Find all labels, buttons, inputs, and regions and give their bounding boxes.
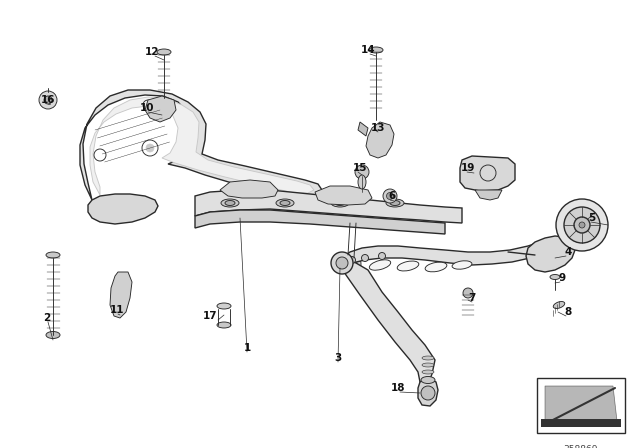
Circle shape	[362, 254, 369, 262]
Ellipse shape	[157, 49, 171, 55]
Circle shape	[556, 199, 608, 251]
Polygon shape	[110, 272, 132, 318]
Circle shape	[574, 217, 590, 233]
Ellipse shape	[452, 261, 472, 269]
Text: 18: 18	[391, 383, 405, 393]
Text: 9: 9	[559, 273, 566, 283]
Circle shape	[347, 259, 357, 269]
Ellipse shape	[217, 303, 231, 309]
Ellipse shape	[46, 252, 60, 258]
Text: 8: 8	[564, 307, 572, 317]
Text: 2: 2	[44, 313, 51, 323]
Text: 14: 14	[361, 45, 375, 55]
Ellipse shape	[369, 260, 390, 270]
Ellipse shape	[421, 376, 435, 383]
Polygon shape	[80, 90, 322, 200]
Bar	[537, 378, 625, 433]
Polygon shape	[418, 378, 438, 406]
Text: 358869: 358869	[564, 445, 598, 448]
Text: 1: 1	[243, 343, 251, 353]
Text: 7: 7	[468, 293, 476, 303]
Circle shape	[463, 288, 473, 298]
Ellipse shape	[276, 199, 294, 207]
Text: 15: 15	[353, 163, 367, 173]
Polygon shape	[220, 180, 278, 198]
Ellipse shape	[422, 384, 434, 388]
Circle shape	[331, 252, 353, 274]
Text: 19: 19	[461, 163, 475, 173]
Ellipse shape	[225, 201, 235, 206]
Text: 3: 3	[334, 353, 342, 363]
Polygon shape	[195, 190, 462, 223]
Text: 11: 11	[109, 305, 124, 315]
Polygon shape	[342, 242, 540, 268]
Ellipse shape	[397, 261, 419, 271]
Polygon shape	[526, 236, 575, 272]
Polygon shape	[475, 190, 502, 200]
Text: 4: 4	[564, 247, 572, 257]
Polygon shape	[358, 122, 368, 136]
Bar	[541, 419, 621, 427]
Circle shape	[355, 165, 369, 179]
Ellipse shape	[369, 47, 383, 53]
Circle shape	[564, 207, 600, 243]
Text: 16: 16	[41, 95, 55, 105]
Text: 13: 13	[371, 123, 385, 133]
Circle shape	[579, 222, 585, 228]
Ellipse shape	[358, 175, 366, 189]
Ellipse shape	[422, 363, 434, 367]
Ellipse shape	[422, 391, 434, 395]
Ellipse shape	[422, 370, 434, 374]
Polygon shape	[460, 156, 515, 191]
Text: 17: 17	[203, 311, 218, 321]
Ellipse shape	[335, 201, 345, 206]
Circle shape	[421, 386, 435, 400]
Ellipse shape	[422, 356, 434, 360]
Circle shape	[146, 144, 154, 152]
Ellipse shape	[422, 377, 434, 381]
Polygon shape	[315, 186, 372, 205]
Ellipse shape	[550, 275, 560, 280]
Circle shape	[383, 189, 397, 203]
Ellipse shape	[280, 201, 290, 206]
Text: 6: 6	[388, 191, 396, 201]
Ellipse shape	[386, 199, 404, 207]
Ellipse shape	[217, 322, 231, 328]
Ellipse shape	[390, 201, 400, 206]
Polygon shape	[545, 386, 617, 421]
Ellipse shape	[331, 199, 349, 207]
Ellipse shape	[221, 199, 239, 207]
Text: 10: 10	[140, 103, 154, 113]
Ellipse shape	[553, 302, 564, 309]
Ellipse shape	[425, 262, 447, 272]
Circle shape	[343, 255, 361, 273]
Polygon shape	[366, 122, 394, 158]
Ellipse shape	[46, 332, 60, 339]
Circle shape	[39, 91, 57, 109]
Polygon shape	[145, 96, 176, 122]
Circle shape	[349, 257, 355, 263]
Circle shape	[336, 257, 348, 269]
Circle shape	[378, 253, 385, 259]
Text: 5: 5	[588, 213, 596, 223]
Circle shape	[387, 193, 394, 199]
Polygon shape	[342, 258, 435, 384]
Polygon shape	[90, 97, 314, 195]
Text: 12: 12	[145, 47, 159, 57]
Polygon shape	[195, 210, 445, 234]
Circle shape	[44, 96, 52, 104]
Polygon shape	[88, 194, 158, 224]
